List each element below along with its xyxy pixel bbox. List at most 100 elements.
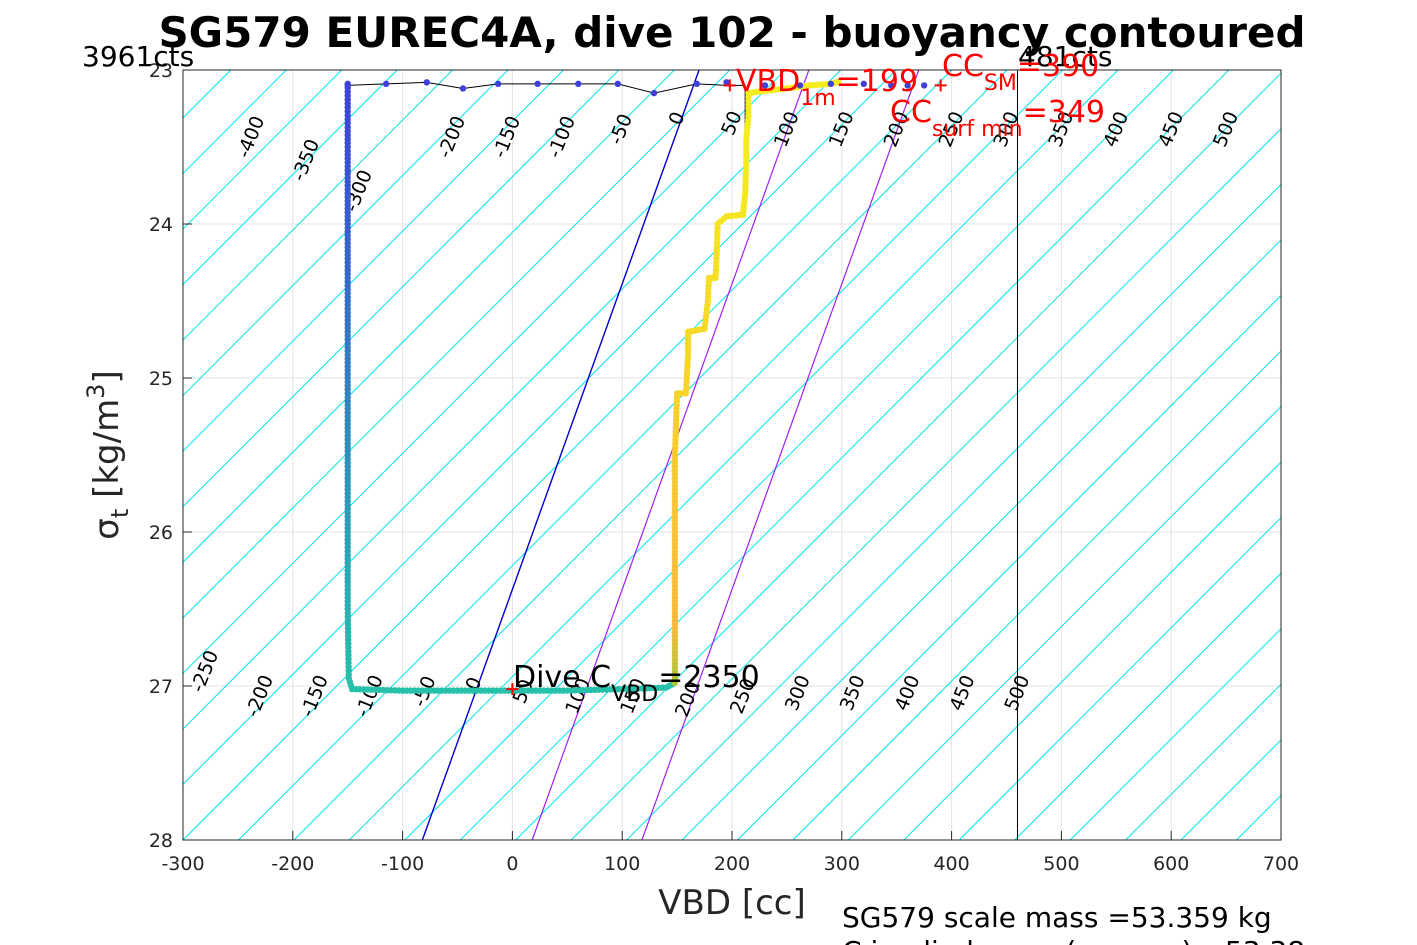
contour-line [183, 70, 343, 230]
surface-point [534, 80, 541, 88]
surface-point [614, 80, 622, 88]
annotation-cc-surf-min: CCsurf min=349 [890, 95, 1105, 142]
x-tick-label: 200 [714, 853, 750, 875]
contour-line [183, 70, 453, 341]
axis-ticks: -300 -200 -100 0 100 200 300 400 500 600 700 23 24 25… [149, 60, 1299, 875]
y-label-sigma: σ [87, 518, 127, 540]
contour-line [1347, 70, 1417, 840]
y-tick-label: 25 [149, 368, 173, 390]
contour-line [348, 70, 1119, 840]
vbd1m-val: =199 [836, 64, 918, 99]
footer-implied-mass: C implied mass (engang) =53.38 [842, 935, 1305, 945]
contour-line [1292, 70, 1417, 840]
x-tick-label: -200 [271, 853, 314, 875]
y-axis-label: σt [kg/m3] [82, 370, 134, 539]
contour-line [1069, 628, 1281, 840]
contour-line [1014, 572, 1281, 840]
x-tick-label: 500 [1043, 853, 1079, 875]
y-label-sub: t [106, 509, 134, 518]
ccsm-main: CC [942, 49, 984, 84]
y-tick-label: 27 [149, 676, 173, 698]
y-tick-label: 24 [149, 214, 173, 236]
contour-line [293, 70, 1063, 840]
contour-line [0, 70, 9, 840]
surface-point [904, 82, 911, 89]
vbd1m-sub: 1m [800, 86, 835, 111]
x-tick-label: 600 [1153, 853, 1189, 875]
ccsurf-val: =349 [1023, 95, 1105, 130]
contour-line [404, 70, 1174, 840]
surface-point [693, 80, 701, 88]
buoyancy-contours [0, 70, 1417, 840]
purple-contour-line [531, 70, 810, 840]
contour-line [183, 70, 675, 563]
ccsurf-main: CC [890, 95, 932, 130]
ccsurf-sub: surf min [932, 117, 1023, 142]
surface-point [650, 89, 658, 97]
divec-sub: VBD [611, 682, 658, 707]
contour-line [183, 70, 897, 786]
climb-point [834, 78, 842, 86]
contour-line [958, 516, 1281, 840]
contour-line [570, 128, 1281, 840]
chart-title: SG579 EUREC4A, dive 102 - buoyancy conto… [158, 8, 1305, 57]
contour-line [626, 183, 1281, 840]
contour-line [183, 70, 786, 675]
purple-contour-line [641, 70, 920, 840]
surface-point [382, 80, 390, 88]
surface-point [860, 80, 867, 88]
divec-main: Dive C [513, 660, 611, 695]
contour-line [183, 70, 398, 286]
y-label-sup: 3 [82, 384, 110, 399]
contour-line [903, 461, 1281, 840]
x-tick-label: 300 [824, 853, 860, 875]
contour-line [459, 70, 1230, 840]
y-label-close: ] [87, 370, 127, 383]
contour-line [183, 70, 564, 452]
annotation-cc-sm: CCSM=390 [942, 49, 1099, 96]
x-tick-label: 0 [506, 853, 518, 875]
y-label-main: [kg/m [87, 399, 127, 509]
annotation-vbd-1m: VBD1m=199 [736, 64, 918, 111]
footer-scale-mass: SG579 scale mass =53.359 kg [842, 901, 1272, 934]
top-left-count: 3961cts [82, 40, 194, 73]
surface-point [827, 80, 835, 88]
x-tick-label: 400 [933, 853, 969, 875]
surface-point [920, 82, 928, 89]
surface-point [344, 82, 351, 89]
neutral-buoyancy-line [421, 70, 700, 840]
contour-line [183, 70, 842, 730]
contour-line [515, 72, 1281, 840]
surface-point [494, 80, 502, 88]
x-tick-label: -300 [161, 853, 204, 875]
x-tick-label: -100 [381, 853, 424, 875]
dive-traces [344, 78, 947, 696]
x-tick-label: 100 [604, 853, 640, 875]
surface-point [423, 79, 430, 86]
contour-line [183, 70, 620, 508]
vbd1m-main: VBD [736, 64, 800, 99]
surface-point [723, 79, 730, 86]
x-axis-label: VBD [cc] [658, 883, 806, 923]
contour-line [792, 350, 1281, 840]
x-tick-label: 700 [1263, 853, 1299, 875]
contour-line [1125, 683, 1281, 840]
contour-line [238, 70, 1008, 840]
y-tick-label: 28 [149, 830, 173, 852]
contour-line [737, 294, 1281, 840]
contour-line [681, 239, 1281, 840]
top-right-count: 481cts [1018, 40, 1112, 73]
contour-line [848, 405, 1281, 840]
y-tick-label: 23 [149, 60, 173, 82]
ccsm-sub: SM [984, 71, 1017, 96]
y-tick-label: 26 [149, 522, 173, 544]
surface-point [761, 82, 769, 89]
surface-point [575, 80, 582, 88]
ccsm-val: =390 [1017, 49, 1099, 84]
contour-line [0, 70, 64, 840]
divec-val: =2350 [658, 660, 759, 695]
contour-line [183, 70, 952, 840]
surface-point [459, 85, 467, 92]
surface-point [796, 82, 804, 89]
